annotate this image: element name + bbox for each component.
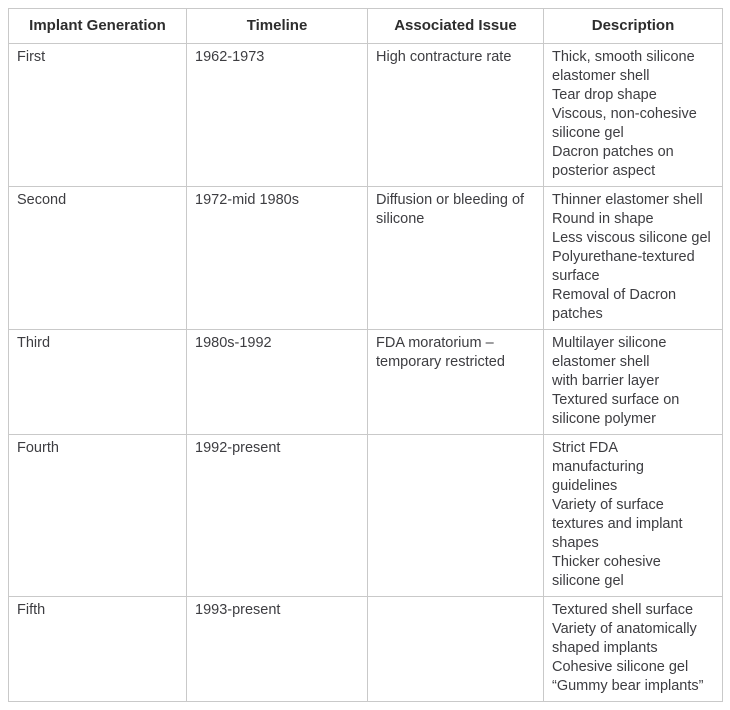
implant-generations-table: Implant Generation Timeline Associated I… bbox=[8, 8, 723, 702]
cell-description: Textured shell surface Variety of anatom… bbox=[543, 596, 723, 702]
column-header-associated-issue: Associated Issue bbox=[367, 8, 544, 44]
column-header-description: Description bbox=[543, 8, 723, 44]
cell-generation: Fourth bbox=[8, 434, 187, 597]
table-row-fourth: Fourth 1992-present Strict FDA manufactu… bbox=[8, 434, 723, 597]
table-row-fifth: Fifth 1993-present Textured shell surfac… bbox=[8, 596, 723, 702]
column-header-timeline: Timeline bbox=[186, 8, 368, 44]
cell-description: Thinner elastomer shell Round in shape L… bbox=[543, 186, 723, 330]
cell-description: Multilayer silicone elastomer shell with… bbox=[543, 329, 723, 435]
header-row: Implant Generation Timeline Associated I… bbox=[8, 8, 723, 44]
cell-generation: Fifth bbox=[8, 596, 187, 702]
table-row-third: Third 1980s-1992 FDA moratorium – tempor… bbox=[8, 329, 723, 435]
cell-generation: First bbox=[8, 43, 187, 187]
cell-timeline: 1980s-1992 bbox=[186, 329, 368, 435]
cell-timeline: 1972-mid 1980s bbox=[186, 186, 368, 330]
table-row-second: Second 1972-mid 1980s Diffusion or bleed… bbox=[8, 186, 723, 330]
column-header-implant-generation: Implant Generation bbox=[8, 8, 187, 44]
cell-issue bbox=[367, 434, 544, 597]
cell-issue: High contracture rate bbox=[367, 43, 544, 187]
cell-description: Thick, smooth silicone elastomer shell T… bbox=[543, 43, 723, 187]
cell-generation: Third bbox=[8, 329, 187, 435]
cell-issue: FDA moratorium – temporary restricted bbox=[367, 329, 544, 435]
cell-timeline: 1962-1973 bbox=[186, 43, 368, 187]
cell-issue bbox=[367, 596, 544, 702]
cell-issue: Diffusion or bleeding of silicone bbox=[367, 186, 544, 330]
cell-timeline: 1993-present bbox=[186, 596, 368, 702]
cell-generation: Second bbox=[8, 186, 187, 330]
cell-description: Strict FDA manufacturing guidelines Vari… bbox=[543, 434, 723, 597]
table-row-first: First 1962-1973 High contracture rate Th… bbox=[8, 43, 723, 187]
cell-timeline: 1992-present bbox=[186, 434, 368, 597]
